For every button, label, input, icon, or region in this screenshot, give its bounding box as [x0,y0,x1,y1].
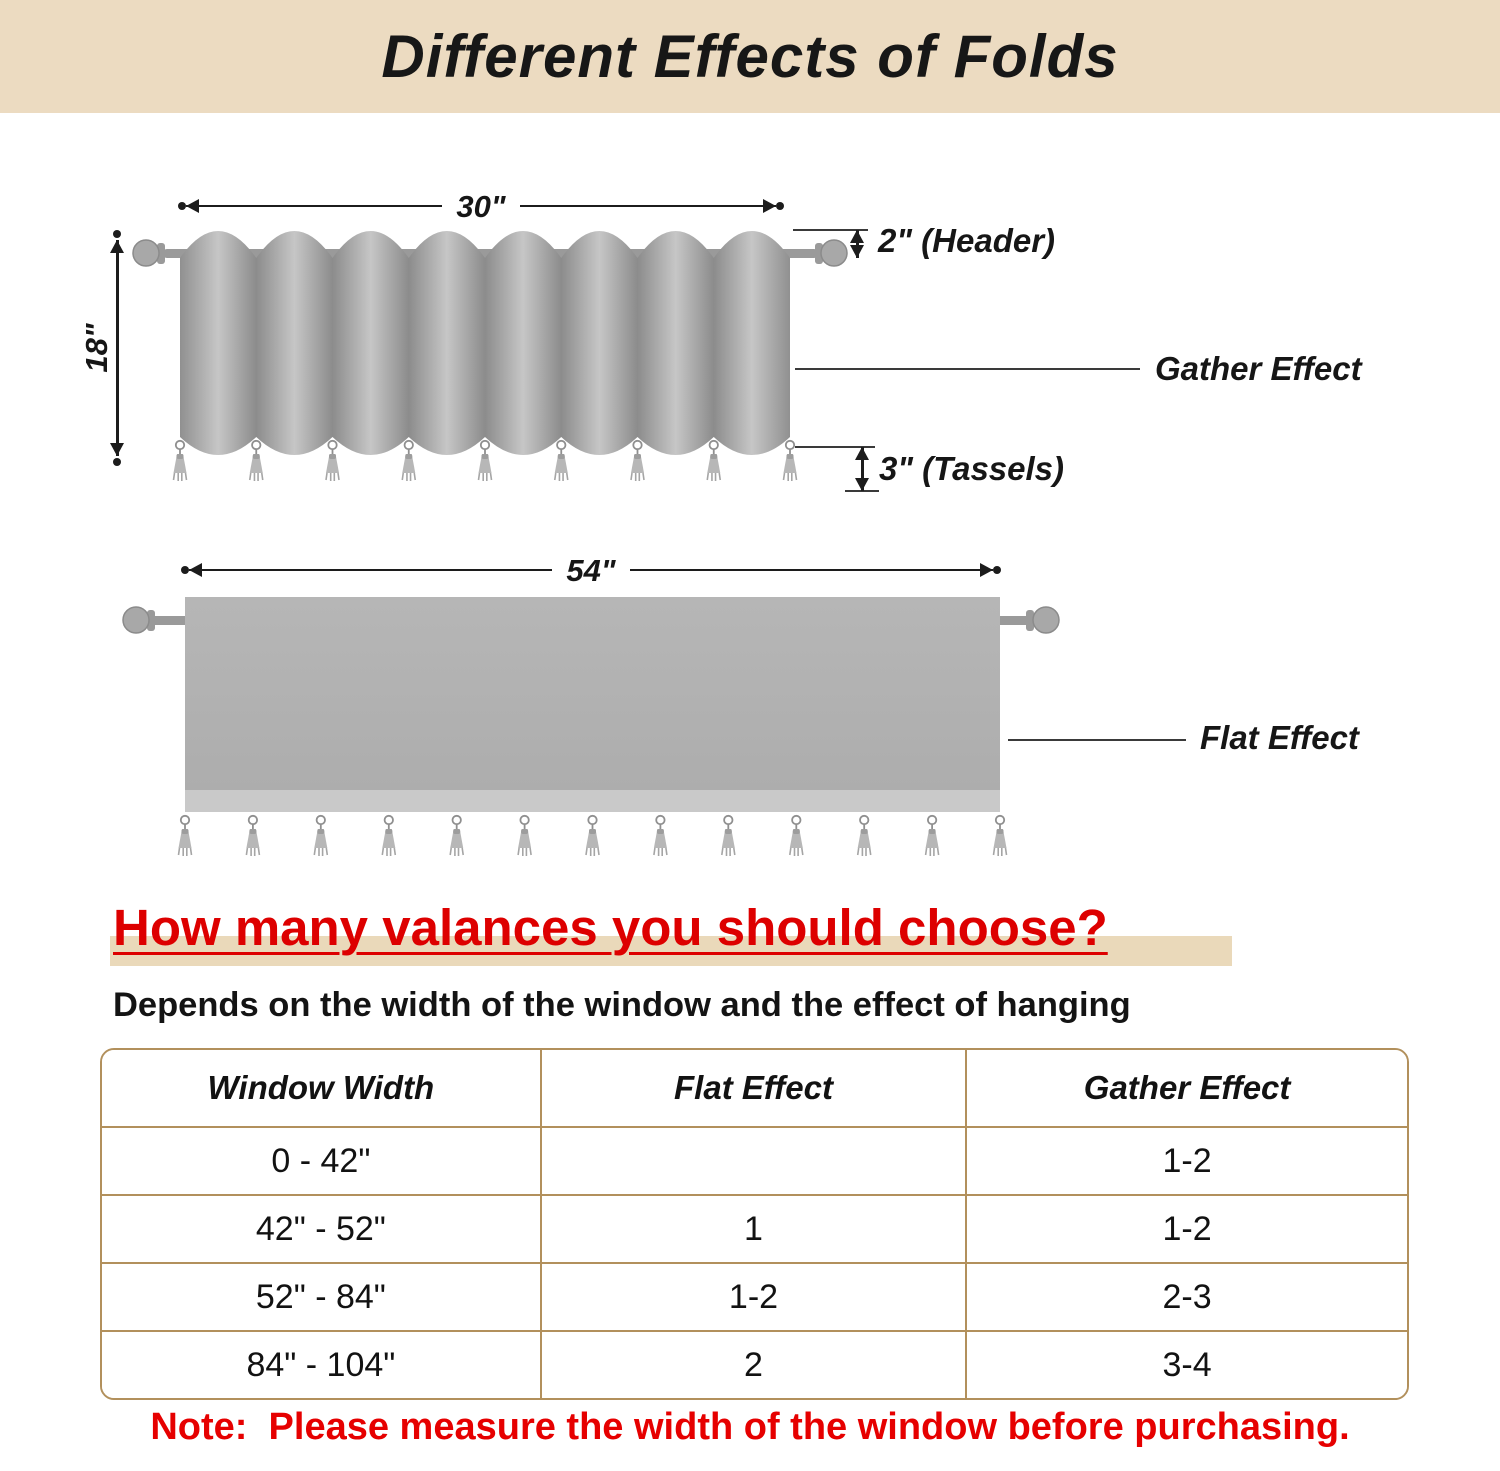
leader-line-header [793,229,868,231]
arrow-up-icon [850,230,865,243]
leader-line-flat-effect [1008,739,1186,741]
dimension-header-2in [850,230,865,258]
dimension-label: 54" [566,552,616,588]
table-cell: 2 [541,1332,968,1398]
flat-effect-label: Flat Effect [1200,719,1359,756]
dimension-line [629,562,993,577]
tassel-fringe [177,814,1008,857]
flat-valance-illustration [122,597,1060,857]
table-cell: 1-2 [967,1196,1407,1264]
arrow-down-icon [855,478,870,491]
table-cell: 0 - 42" [102,1128,542,1196]
leader-line-gather-effect [795,368,1140,370]
section-heading: How many valances you should choose? [113,899,1108,956]
purchase-note: Note: Please measure the width of the wi… [150,1406,1350,1448]
dimension-endpoint-dot [113,230,122,238]
leader-line-tassels-top [795,446,875,448]
dimension-tassels-3in [855,447,870,491]
dimension-endpoint-dot [776,202,784,210]
arrow-down-icon [110,443,125,456]
dimension-height-18 [110,230,125,466]
dimension-endpoint-dot [178,202,186,210]
column-header-flat-effect: Flat Effect [541,1050,968,1128]
tassels-annotation-label: 3" (Tassels) [879,450,1065,487]
page-title: Different Effects of Folds [381,23,1119,90]
arrow-up-icon [110,240,125,253]
gathered-curtain-body [180,231,790,455]
leader-line-tassels-bottom [845,490,879,492]
table-cell: 52" - 84" [102,1264,542,1332]
dimension-endpoint-dot [181,566,189,574]
table-cell: 42" - 52" [102,1196,542,1264]
arrow-right-icon [763,198,776,213]
gather-effect-label: Gather Effect [1155,350,1362,387]
dimension-label-vertical: 18" [79,323,114,373]
finial-right-icon [815,239,848,267]
table-grid: Window Width Flat Effect Gather Effect 0… [102,1050,1407,1398]
arrow-left-icon [189,562,202,577]
dimension-width-54: 54" [181,555,1001,586]
tassel-fringe [172,439,798,482]
valance-count-table: Window Width Flat Effect Gather Effect 0… [100,1048,1409,1400]
table-cell: 1-2 [967,1128,1407,1196]
dimension-line [186,198,443,213]
finial-left-icon [122,606,155,634]
dimension-endpoint-dot [113,458,122,466]
arrow-down-icon [850,245,865,258]
table-cell: 1-2 [541,1264,968,1332]
dimension-line [189,562,553,577]
dimension-endpoint-dot [993,566,1001,574]
dimension-label: 30" [456,188,506,224]
gathered-valance-illustration [132,231,848,482]
table-cell: 1 [541,1196,968,1264]
column-header-window-width: Window Width [102,1050,542,1128]
finial-left-icon [132,239,165,267]
finial-right-icon [1026,606,1060,634]
title-banner: Different Effects of Folds [0,0,1500,113]
flat-curtain-body [185,597,1000,812]
table-cell: 84" - 104" [102,1332,542,1398]
dimension-line [519,198,776,213]
header-annotation-label: 2" (Header) [878,222,1056,259]
arrow-left-icon [186,198,199,213]
table-cell: 3-4 [967,1332,1407,1398]
arrow-right-icon [980,562,993,577]
arrow-up-icon [855,447,870,460]
dimension-width-30: 30" [178,191,784,222]
table-cell: 2-3 [967,1264,1407,1332]
section-subheading: Depends on the width of the window and t… [113,986,1131,1024]
heading-highlight-bar [110,936,1232,966]
table-cell [541,1128,968,1196]
column-header-gather-effect: Gather Effect [967,1050,1407,1128]
